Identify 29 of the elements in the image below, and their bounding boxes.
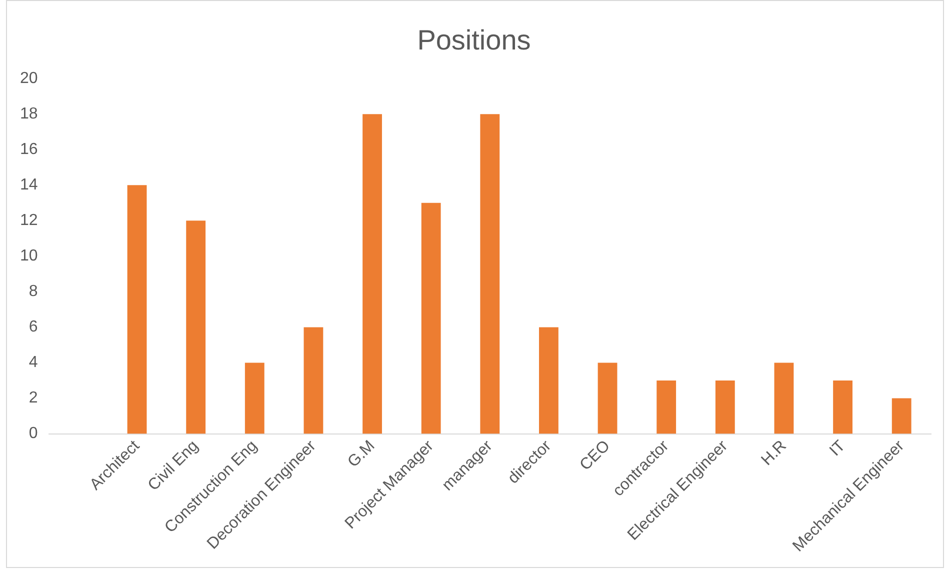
- y-tick-label: 0: [28, 425, 38, 442]
- bar: [362, 114, 382, 434]
- bar: [186, 220, 206, 434]
- bar: [715, 380, 735, 434]
- bar: [833, 380, 852, 434]
- y-tick-label: 4: [28, 354, 38, 372]
- y-tick-label: 18: [20, 106, 38, 123]
- y-tick-label: 14: [20, 176, 38, 194]
- bar: [480, 114, 500, 434]
- bar: [244, 362, 264, 434]
- y-tick-label: 16: [20, 141, 38, 158]
- x-tick-label: IT: [826, 437, 849, 460]
- y-tick-label: 6: [28, 318, 38, 336]
- bar: [539, 327, 558, 434]
- bar: [127, 185, 147, 434]
- y-tick-label: 2: [28, 390, 38, 407]
- bar: [774, 362, 794, 434]
- bar: [598, 362, 618, 434]
- bar: [892, 398, 912, 434]
- y-tick-label: 20: [20, 70, 38, 88]
- x-tick-label: H.R: [758, 437, 790, 469]
- bar: [421, 202, 441, 434]
- chart-title: Positions: [417, 24, 531, 56]
- bar: [656, 380, 676, 434]
- y-tick-label: 8: [28, 283, 38, 300]
- y-tick-label: 10: [20, 248, 38, 265]
- y-tick-label: 12: [20, 212, 38, 230]
- bar: [304, 327, 324, 434]
- x-tick-label: G.M: [344, 437, 378, 471]
